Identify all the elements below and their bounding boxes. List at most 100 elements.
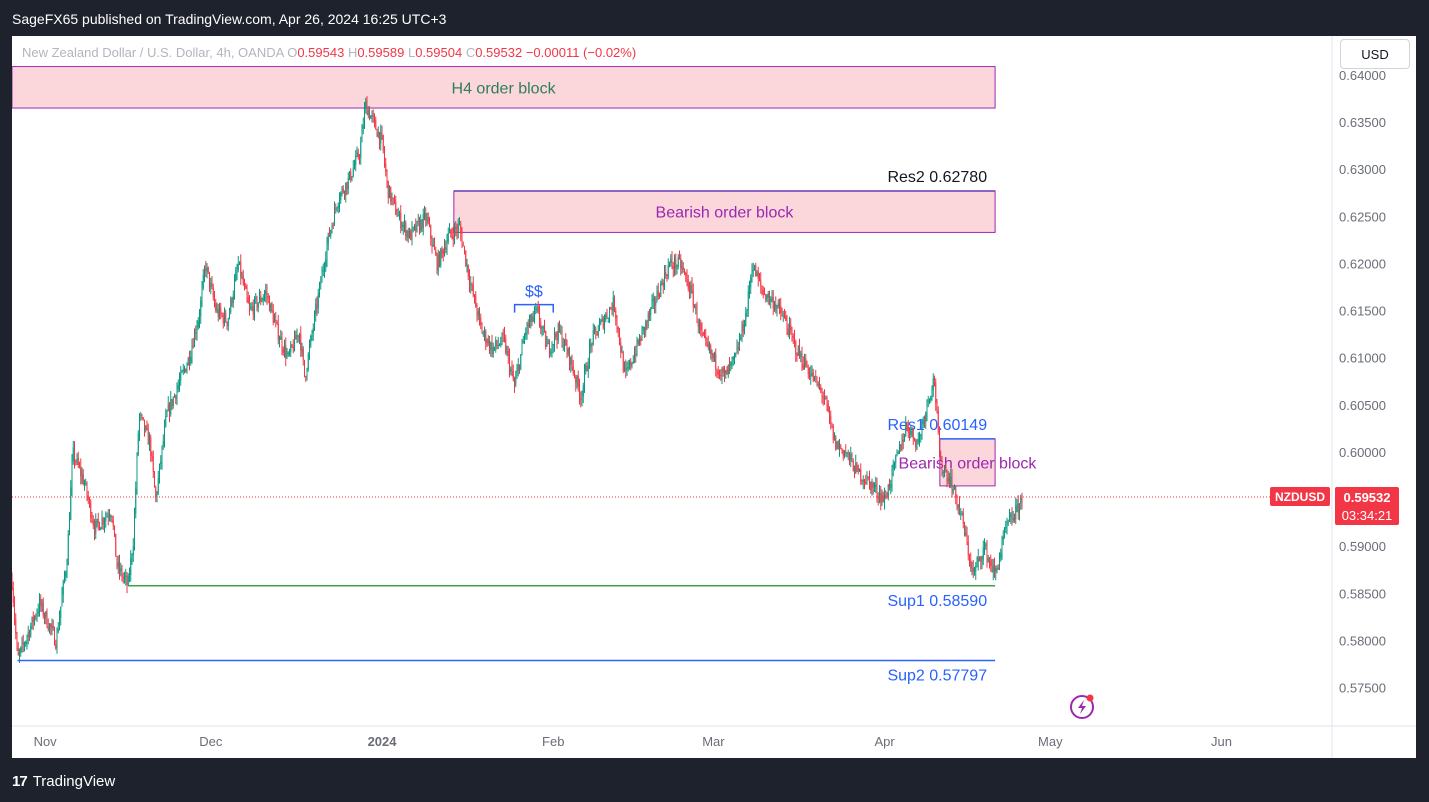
candle-body: [335, 208, 337, 210]
candle-body: [741, 324, 743, 338]
candle-body: [537, 306, 539, 312]
currency-button[interactable]: USD: [1340, 39, 1410, 69]
candle-body: [619, 330, 620, 343]
x-tick-label: Apr: [875, 734, 896, 749]
candle-body: [882, 495, 884, 502]
legend-close: 0.59532: [475, 45, 523, 60]
candle-body: [42, 602, 44, 616]
candle-body: [1015, 504, 1017, 520]
candle-body: [95, 521, 97, 534]
candle-body: [802, 364, 804, 369]
candle-body: [455, 226, 457, 230]
candle-body: [19, 652, 20, 656]
candle-body: [569, 348, 570, 366]
candle-body: [231, 298, 233, 304]
candle-body: [1005, 527, 1007, 529]
candle-body: [564, 339, 565, 346]
candle-body: [991, 566, 993, 573]
candle-body: [575, 376, 577, 384]
candle-body: [169, 404, 170, 415]
candle-body: [65, 572, 67, 577]
candle-body: [152, 456, 154, 472]
candle-body: [242, 276, 244, 285]
footer-brand[interactable]: 17 TradingView: [12, 768, 115, 794]
candle-body: [346, 182, 348, 190]
candle-body: [417, 220, 419, 222]
candle-body: [565, 339, 567, 346]
candle-body: [257, 302, 259, 308]
candle-body: [395, 201, 397, 215]
candle-body: [697, 322, 699, 327]
candle-body: [496, 340, 498, 346]
candle-body: [407, 231, 409, 238]
candle-body: [597, 330, 599, 336]
candle-body: [311, 333, 313, 337]
candle-body: [707, 342, 709, 348]
candle-body: [960, 513, 962, 515]
candle-body: [615, 310, 617, 319]
candle-body: [305, 376, 307, 378]
candle-body: [576, 375, 578, 384]
candle-body: [950, 476, 952, 486]
candle-body: [739, 339, 740, 350]
candle-body: [290, 344, 292, 353]
candle-body: [392, 197, 394, 199]
candle-body: [474, 295, 475, 297]
candle-body: [179, 380, 180, 386]
candle-body: [974, 571, 975, 573]
candle-body: [837, 441, 839, 449]
candle-body: [337, 204, 339, 208]
candle-body: [1001, 540, 1003, 553]
candle-body: [401, 226, 403, 229]
candle-body: [320, 282, 322, 284]
candle-body: [517, 365, 519, 371]
candle-body: [281, 336, 283, 349]
candle-body: [452, 235, 454, 240]
candle-body: [737, 347, 739, 350]
candle-body: [17, 647, 19, 656]
candle-body: [391, 197, 393, 202]
liquidity-label: $$: [525, 284, 543, 301]
candle-body: [212, 287, 214, 298]
candle-body: [12, 587, 14, 603]
candle-body: [199, 316, 200, 321]
candle-body: [660, 282, 662, 297]
candle-body: [451, 233, 453, 236]
candle-body: [862, 480, 864, 482]
candle-body: [699, 322, 700, 327]
candle-body: [344, 192, 345, 195]
candle-body: [1020, 497, 1022, 504]
chart-panel[interactable]: 0.64000 0.63500 0.63000 0.62500 0.62000 0.615…: [12, 36, 1416, 758]
candle-body: [856, 462, 858, 466]
candle-body: [657, 290, 659, 297]
y-tick-label: 0.61000: [1339, 351, 1386, 366]
candle-body: [819, 383, 820, 387]
candle-body: [404, 222, 405, 226]
candle-body: [855, 462, 857, 474]
candle-body: [536, 306, 538, 309]
candle-body: [424, 213, 425, 215]
candle-body: [702, 332, 704, 336]
candle-body: [110, 515, 112, 517]
candle-body: [102, 518, 104, 525]
candle-body: [956, 497, 958, 508]
candle-body: [289, 352, 290, 354]
candle-body: [966, 532, 968, 542]
candle-body: [977, 556, 979, 563]
candle-body: [189, 357, 190, 363]
candle-body: [360, 142, 362, 158]
candle-body: [690, 284, 692, 293]
candle-body: [727, 365, 729, 375]
candle-body: [467, 264, 469, 277]
chart-canvas[interactable]: 0.64000 0.63500 0.63000 0.62500 0.62000 0.615…: [12, 36, 1416, 758]
candle-body: [477, 311, 479, 316]
candle-body: [770, 298, 772, 302]
candle-body: [971, 567, 973, 569]
y-tick-label: 0.62000: [1339, 256, 1386, 271]
candle-body: [70, 487, 72, 520]
candle-body: [252, 306, 254, 315]
candle-body: [747, 291, 749, 311]
candle-body: [324, 266, 325, 270]
candle-body: [692, 290, 694, 307]
candle-body: [79, 465, 80, 467]
